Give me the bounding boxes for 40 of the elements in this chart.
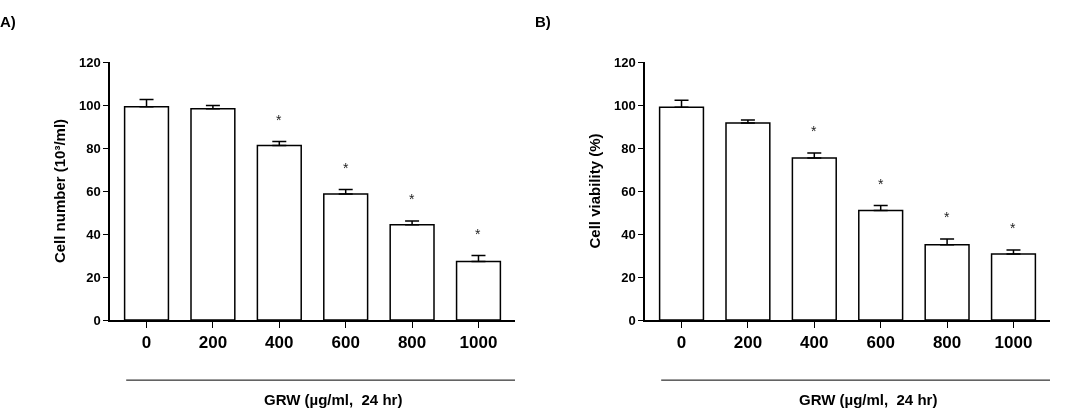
x-tick-label: 1000 — [459, 333, 498, 353]
chart-title: B) — [535, 13, 551, 31]
y-tick-label: 20 — [86, 269, 101, 285]
y-tick-label: 60 — [86, 183, 101, 199]
x-tick-label: 800 — [397, 333, 427, 353]
x-tick-label: 400 — [265, 333, 294, 353]
x-tick-label: 400 — [800, 333, 829, 353]
y-tick-label: 120 — [613, 54, 636, 70]
x-tick-label: 800 — [932, 333, 962, 353]
x-axis-title: GRW (µg/ml, 24 hr) — [264, 391, 403, 408]
x-tick-label: 200 — [198, 333, 228, 353]
annotation: * — [1010, 220, 1016, 236]
x-tick-label: 600 — [331, 333, 360, 353]
y-tick-label: 0 — [628, 312, 636, 328]
y-axis-title: Cell number (10³/ml) — [50, 118, 68, 264]
x-tick-label: 600 — [866, 333, 895, 353]
x-tick-label: 1000 — [994, 333, 1033, 353]
y-axis-title: Cell viability (%) — [585, 133, 603, 249]
y-tick-label: 80 — [86, 140, 101, 156]
annotation: * — [343, 160, 349, 176]
y-tick-label: 20 — [621, 269, 636, 285]
x-tick-label: 0 — [676, 333, 687, 353]
y-tick-label: 40 — [621, 226, 636, 242]
x-tick-label: 0 — [141, 333, 152, 353]
y-tick-label: 100 — [613, 97, 636, 113]
y-tick-label: 60 — [621, 183, 636, 199]
x-tick-label: 200 — [733, 333, 763, 353]
y-tick-label: 40 — [86, 226, 101, 242]
y-tick-label: 0 — [93, 312, 101, 328]
annotation: * — [878, 176, 884, 192]
annotation: * — [811, 123, 817, 139]
y-tick-label: 80 — [621, 140, 636, 156]
annotation: * — [276, 112, 282, 128]
annotation: * — [475, 226, 481, 242]
chart-title: A) — [0, 13, 16, 31]
y-tick-label: 120 — [78, 54, 101, 70]
annotation: * — [944, 209, 950, 225]
x-axis-title: GRW (µg/ml, 24 hr) — [799, 391, 938, 408]
y-tick-label: 100 — [78, 97, 101, 113]
annotation: * — [409, 191, 415, 207]
